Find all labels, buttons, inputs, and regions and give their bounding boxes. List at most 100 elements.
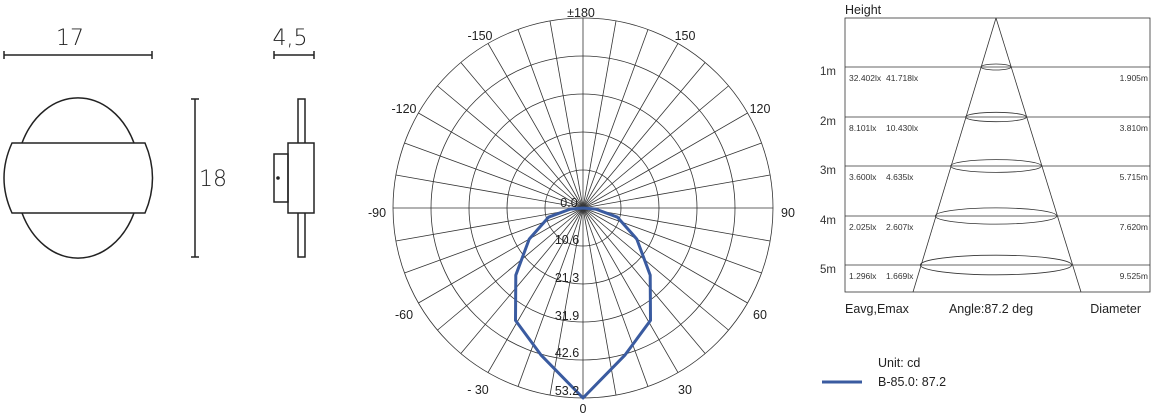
table-row: 5m 1.296lx 1.669lx 9.525m (820, 254, 1150, 281)
angle-label: 150 (675, 29, 696, 43)
polar-spoke (460, 62, 584, 209)
illuminance-table: Height 1m 32.402lx 41.718lx 1.905m 2m 8.101lx… (820, 3, 1151, 316)
row-height: 1m (820, 66, 836, 78)
polar-spoke (582, 112, 748, 209)
polar-spoke (404, 207, 584, 274)
table-row: 1m 32.402lx 41.718lx 1.905m (820, 63, 1150, 83)
angle-label: ±180 (567, 6, 595, 20)
angle-label: 120 (750, 102, 771, 116)
angle-label: -150 (467, 29, 492, 43)
angle-label: -90 (368, 206, 386, 220)
table-row: 2m 8.101lx 10.430lx 3.810m (820, 111, 1150, 133)
light-ellipse (934, 207, 1058, 225)
lamp-top-arc (21, 97, 135, 144)
side-view-drawing: 4,5 (273, 26, 315, 258)
footer-diameter: Diameter (1090, 302, 1141, 316)
width-label: 17 (56, 26, 84, 51)
lamp-band (3, 142, 154, 214)
angle-label: -120 (391, 102, 416, 116)
row-eavg: 32.402lx (849, 73, 882, 83)
row-emax: 1.669lx (886, 271, 914, 281)
light-cone (912, 17, 1082, 293)
radial-label: 0.0 (560, 196, 577, 210)
polar-spoke (460, 207, 584, 354)
angle-label: 0 (580, 402, 587, 416)
polar-spoke (418, 207, 584, 304)
polar-spoke (582, 207, 729, 331)
row-height: 5m (820, 264, 836, 276)
legend: Unit: cd B-85.0: 87.2 (822, 356, 946, 389)
depth-label: 4,5 (273, 26, 308, 51)
radial-label: 10.6 (555, 233, 579, 247)
polar-spoke (487, 43, 584, 209)
intensity-curve (514, 206, 652, 400)
table-row: 3m 3.600lx 4.635lx 5.715m (820, 159, 1150, 182)
polar-spoke (582, 207, 748, 304)
row-diameter: 9.525m (1120, 271, 1148, 281)
row-height: 3m (820, 165, 836, 177)
polar-spoke (582, 85, 729, 209)
row-eavg: 1.296lx (849, 271, 877, 281)
angle-label: 60 (753, 308, 767, 322)
polar-angle-labels: ±180 150 120 90 60 30 0 - 30 -60 -90 -12… (368, 6, 795, 416)
polar-spoke (582, 43, 679, 209)
radial-label: 21.3 (555, 271, 579, 285)
polar-spoke (582, 207, 762, 274)
polar-spoke (418, 112, 584, 209)
row-diameter: 7.620m (1120, 222, 1148, 232)
polar-spoke (582, 207, 679, 373)
footer-eavg-emax: Eavg,Emax (845, 302, 910, 316)
polar-spoke (487, 207, 584, 373)
polar-spoke (549, 20, 584, 209)
light-ellipse (980, 63, 1012, 71)
polar-spoke (437, 85, 584, 209)
angle-label: 30 (678, 383, 692, 397)
row-emax: 10.430lx (886, 123, 919, 133)
polar-radial-labels: 0.0 10.6 21.3 31.9 42.6 53.2 (555, 196, 579, 398)
row-height: 2m (820, 116, 836, 128)
footer-angle: Angle:87.2 deg (949, 302, 1033, 316)
light-ellipse (950, 159, 1042, 173)
polar-spoke (404, 142, 584, 209)
legend-unit: Unit: cd (878, 356, 920, 370)
table-frame (844, 17, 1151, 293)
polar-spoke (582, 29, 649, 209)
legend-entry: B-85.0: 87.2 (878, 375, 946, 389)
polar-spoke (582, 207, 649, 387)
polar-spoke (582, 62, 706, 209)
row-emax: 2.607lx (886, 222, 914, 232)
angle-label: - 30 (467, 383, 489, 397)
radial-label: 42.6 (555, 346, 579, 360)
polar-intensity-chart (392, 17, 774, 400)
radial-label: 31.9 (555, 309, 579, 323)
angle-label: -60 (395, 308, 413, 322)
table-title: Height (845, 3, 882, 17)
table-row: 4m 2.025lx 2.607lx 7.620m (820, 207, 1150, 232)
radial-label: 53.2 (555, 384, 579, 398)
light-ellipse (965, 111, 1027, 123)
row-emax: 41.718lx (886, 73, 919, 83)
polar-spoke (395, 207, 584, 242)
row-diameter: 3.810m (1120, 123, 1148, 133)
polar-spoke (549, 207, 584, 396)
polar-spoke (582, 207, 771, 242)
row-height: 4m (820, 215, 836, 227)
light-ellipse (919, 254, 1073, 276)
angle-label: 90 (781, 206, 795, 220)
row-eavg: 2.025lx (849, 222, 877, 232)
polar-spoke (517, 207, 584, 387)
polar-spoke (582, 174, 771, 209)
lamp-bottom-arc (21, 212, 135, 259)
screw-dot (276, 176, 280, 180)
polar-spoke (395, 174, 584, 209)
row-emax: 4.635lx (886, 172, 914, 182)
polar-spoke (582, 20, 617, 209)
polar-spoke (437, 207, 584, 331)
row-diameter: 1.905m (1120, 73, 1148, 83)
polar-spoke (582, 207, 706, 354)
front-view-drawing: 17 18 (3, 26, 227, 259)
polar-spoke (582, 207, 617, 396)
polar-spoke (517, 29, 584, 209)
polar-spoke (582, 142, 762, 209)
